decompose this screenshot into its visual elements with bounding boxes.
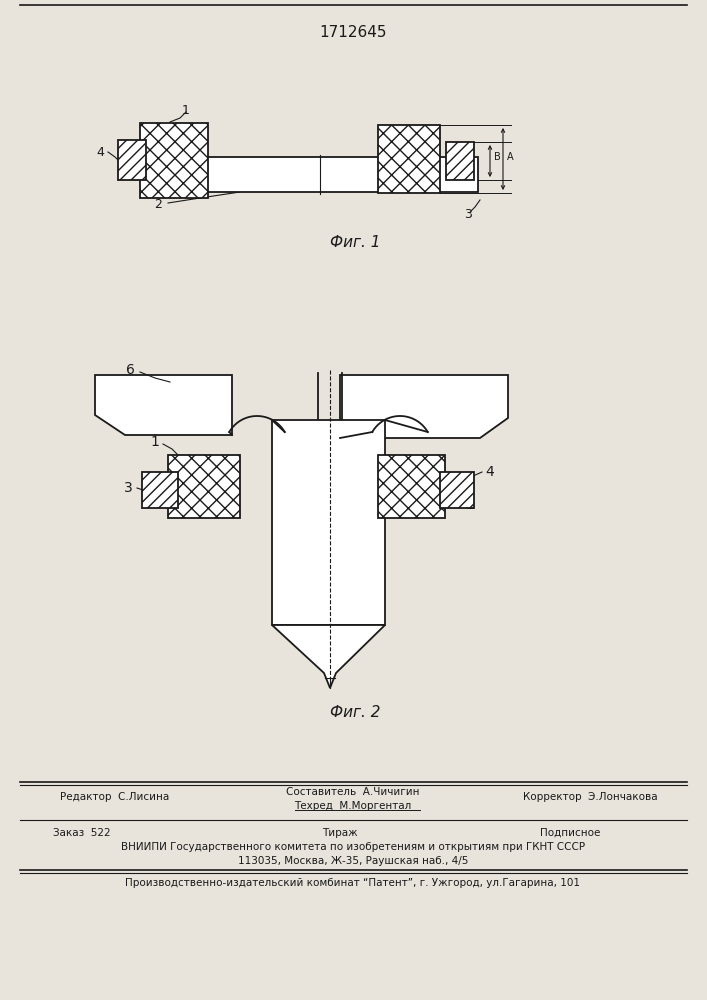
Text: 1712645: 1712645 bbox=[320, 25, 387, 40]
Polygon shape bbox=[272, 625, 385, 688]
Text: Фиг. 2: Фиг. 2 bbox=[329, 705, 380, 720]
Bar bbox=[118, 140, 146, 180]
Text: B: B bbox=[494, 152, 501, 162]
Bar bbox=[378, 455, 445, 518]
Text: 4: 4 bbox=[96, 145, 104, 158]
Text: Фиг. 1: Фиг. 1 bbox=[329, 235, 380, 250]
Text: A: A bbox=[507, 152, 513, 162]
Polygon shape bbox=[95, 375, 232, 435]
Bar bbox=[378, 125, 440, 193]
Text: Редактор  С.Лисина: Редактор С.Лисина bbox=[60, 792, 170, 802]
Text: Тираж: Тираж bbox=[322, 828, 358, 838]
Text: Корректор  Э.Лончакова: Корректор Э.Лончакова bbox=[522, 792, 658, 802]
Text: 4: 4 bbox=[486, 465, 494, 479]
Bar bbox=[446, 142, 474, 180]
Text: 1: 1 bbox=[151, 435, 160, 449]
Polygon shape bbox=[340, 375, 508, 438]
Text: Производственно-издательский комбинат “Патент”, г. Ужгород, ул.Гагарина, 101: Производственно-издательский комбинат “П… bbox=[126, 878, 580, 888]
Text: 5: 5 bbox=[310, 538, 320, 552]
Bar bbox=[272, 420, 385, 625]
Bar bbox=[440, 472, 474, 508]
Bar bbox=[142, 472, 178, 508]
Bar bbox=[168, 455, 240, 518]
Bar bbox=[140, 123, 208, 198]
Text: Техред  М.Моргентал: Техред М.Моргентал bbox=[294, 801, 411, 811]
Text: 3: 3 bbox=[464, 209, 472, 222]
Text: Составитель  А.Чичигин: Составитель А.Чичигин bbox=[286, 787, 420, 797]
Text: 1: 1 bbox=[182, 104, 190, 116]
Text: 113035, Москва, Ж-35, Раушская наб., 4/5: 113035, Москва, Ж-35, Раушская наб., 4/5 bbox=[238, 856, 468, 866]
Text: 6: 6 bbox=[126, 363, 134, 377]
Text: 2: 2 bbox=[154, 198, 162, 212]
Text: ВНИИПИ Государственного комитета по изобретениям и открытиям при ГКНТ СССР: ВНИИПИ Государственного комитета по изоб… bbox=[121, 842, 585, 852]
Text: 2: 2 bbox=[466, 498, 474, 512]
Text: 3: 3 bbox=[124, 481, 132, 495]
Text: Подписное: Подписное bbox=[540, 828, 600, 838]
Bar bbox=[162, 157, 478, 192]
Text: Заказ  522: Заказ 522 bbox=[53, 828, 111, 838]
